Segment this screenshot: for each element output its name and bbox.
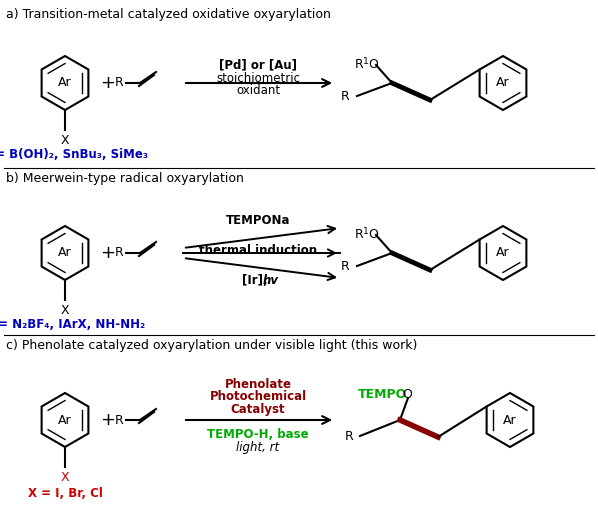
Text: X: X: [60, 304, 69, 317]
Text: X = N₂BF₄, IArX, NH-NH₂: X = N₂BF₄, IArX, NH-NH₂: [0, 318, 145, 331]
Text: hv: hv: [263, 274, 279, 287]
Text: [Pd] or [Au]: [Pd] or [Au]: [219, 58, 297, 72]
Text: Ar: Ar: [496, 76, 510, 89]
Text: Ar: Ar: [58, 76, 72, 89]
Text: R: R: [115, 413, 124, 427]
Text: R: R: [115, 247, 124, 259]
Text: thermal induction: thermal induction: [199, 244, 317, 257]
Text: O: O: [368, 228, 378, 241]
Text: Ar: Ar: [58, 413, 72, 427]
Text: TEMPO-H, base: TEMPO-H, base: [207, 429, 309, 441]
Text: X: X: [60, 471, 69, 484]
Text: c) Phenolate catalyzed oxyarylation under visible light (this work): c) Phenolate catalyzed oxyarylation unde…: [6, 339, 417, 352]
Text: oxidant: oxidant: [236, 85, 280, 97]
Text: R: R: [355, 58, 364, 72]
Text: R: R: [341, 260, 350, 274]
Text: b) Meerwein-type radical oxyarylation: b) Meerwein-type radical oxyarylation: [6, 172, 244, 185]
Text: a) Transition-metal catalyzed oxidative oxyarylation: a) Transition-metal catalyzed oxidative …: [6, 8, 331, 21]
Text: Ar: Ar: [58, 247, 72, 259]
Text: X = B(OH)₂, SnBu₃, SiMe₃: X = B(OH)₂, SnBu₃, SiMe₃: [0, 148, 148, 161]
Text: TEMPONa: TEMPONa: [226, 214, 290, 227]
Text: +: +: [100, 244, 115, 262]
Text: Photochemical: Photochemical: [209, 390, 307, 403]
Text: +: +: [100, 74, 115, 92]
Text: R: R: [341, 90, 350, 104]
Text: 1: 1: [363, 56, 369, 66]
Text: Ar: Ar: [503, 413, 517, 427]
Text: +: +: [100, 411, 115, 429]
Text: Catalyst: Catalyst: [231, 403, 285, 417]
Text: [Ir],: [Ir],: [242, 274, 268, 287]
Text: TEMPO: TEMPO: [358, 389, 407, 401]
Text: X: X: [60, 134, 69, 147]
Text: light, rt: light, rt: [236, 441, 279, 454]
Text: O: O: [368, 58, 378, 72]
Text: stoichiometric: stoichiometric: [216, 73, 300, 86]
Text: 1: 1: [363, 227, 369, 236]
Text: Ar: Ar: [496, 247, 510, 259]
Text: X = I, Br, Cl: X = I, Br, Cl: [28, 487, 102, 500]
Text: O: O: [402, 389, 412, 401]
Text: Phenolate: Phenolate: [224, 379, 291, 391]
Text: R: R: [344, 430, 353, 443]
Text: R: R: [115, 76, 124, 89]
Text: R: R: [355, 228, 364, 241]
